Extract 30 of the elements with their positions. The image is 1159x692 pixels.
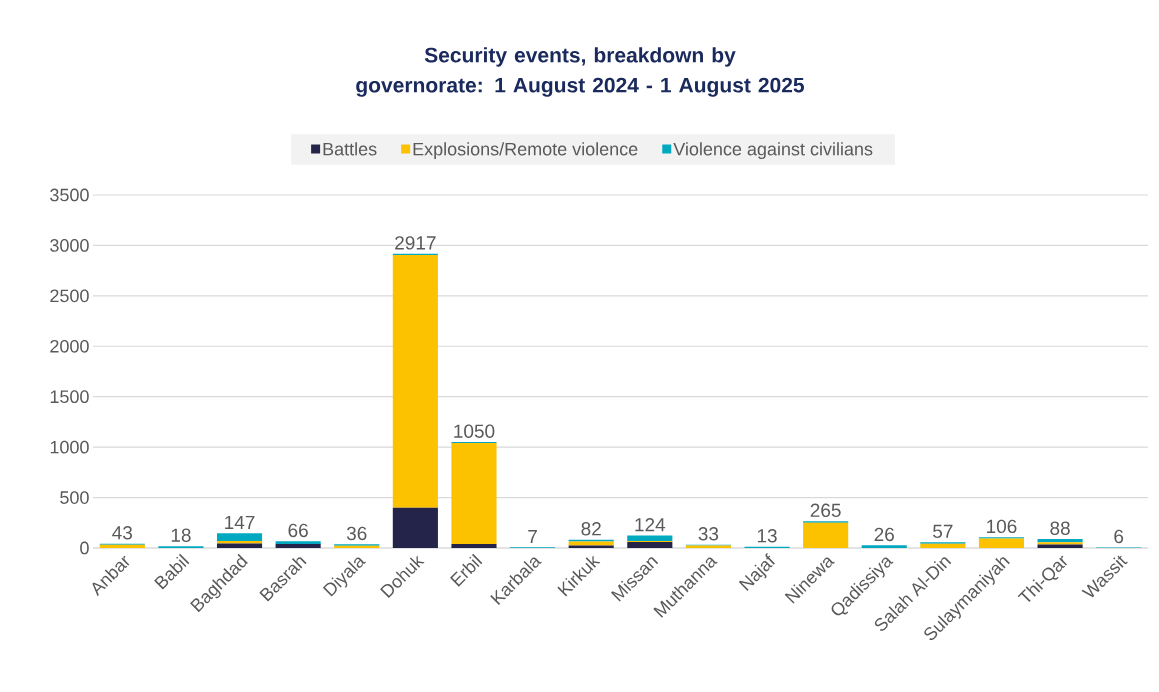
total-label: 7: [528, 530, 537, 544]
y-tick-label: 2000: [50, 339, 89, 353]
y-tick-label: 0: [80, 541, 89, 555]
y-tick-label: 1000: [50, 440, 89, 454]
total-label: 2917: [395, 236, 436, 250]
total-label: 1050: [454, 424, 495, 438]
y-tick-label: 3000: [50, 239, 89, 252]
total-label: 82: [581, 522, 601, 536]
y-tick-label: 500: [60, 491, 89, 504]
chart-title: Security events, breakdown by governorate: 1 August 2024 - 1 August 2025: [356, 47, 804, 97]
legend-label: Violence against civilians: [673, 142, 873, 160]
total-label: 36: [346, 526, 367, 541]
total-label: 88: [1050, 521, 1070, 535]
total-label: 43: [112, 526, 133, 540]
total-label: 147: [225, 515, 255, 529]
total-label: 6: [1114, 529, 1124, 544]
total-label: 57: [933, 524, 953, 539]
legend-label: Battles: [323, 142, 377, 156]
legend-label: Explosions/Remote violence: [413, 142, 638, 160]
total-label: 33: [698, 527, 719, 541]
total-label: 18: [171, 528, 191, 542]
total-label: 106: [987, 519, 1017, 534]
total-label: 265: [810, 503, 841, 518]
y-tick-label: 1500: [50, 390, 89, 404]
total-label: 26: [874, 527, 894, 542]
y-tick-label: 2500: [50, 289, 89, 303]
y-tick-label: 3500: [50, 188, 89, 202]
total-label: 13: [757, 529, 777, 543]
total-label: 124: [635, 518, 666, 532]
total-label: 66: [288, 523, 308, 538]
